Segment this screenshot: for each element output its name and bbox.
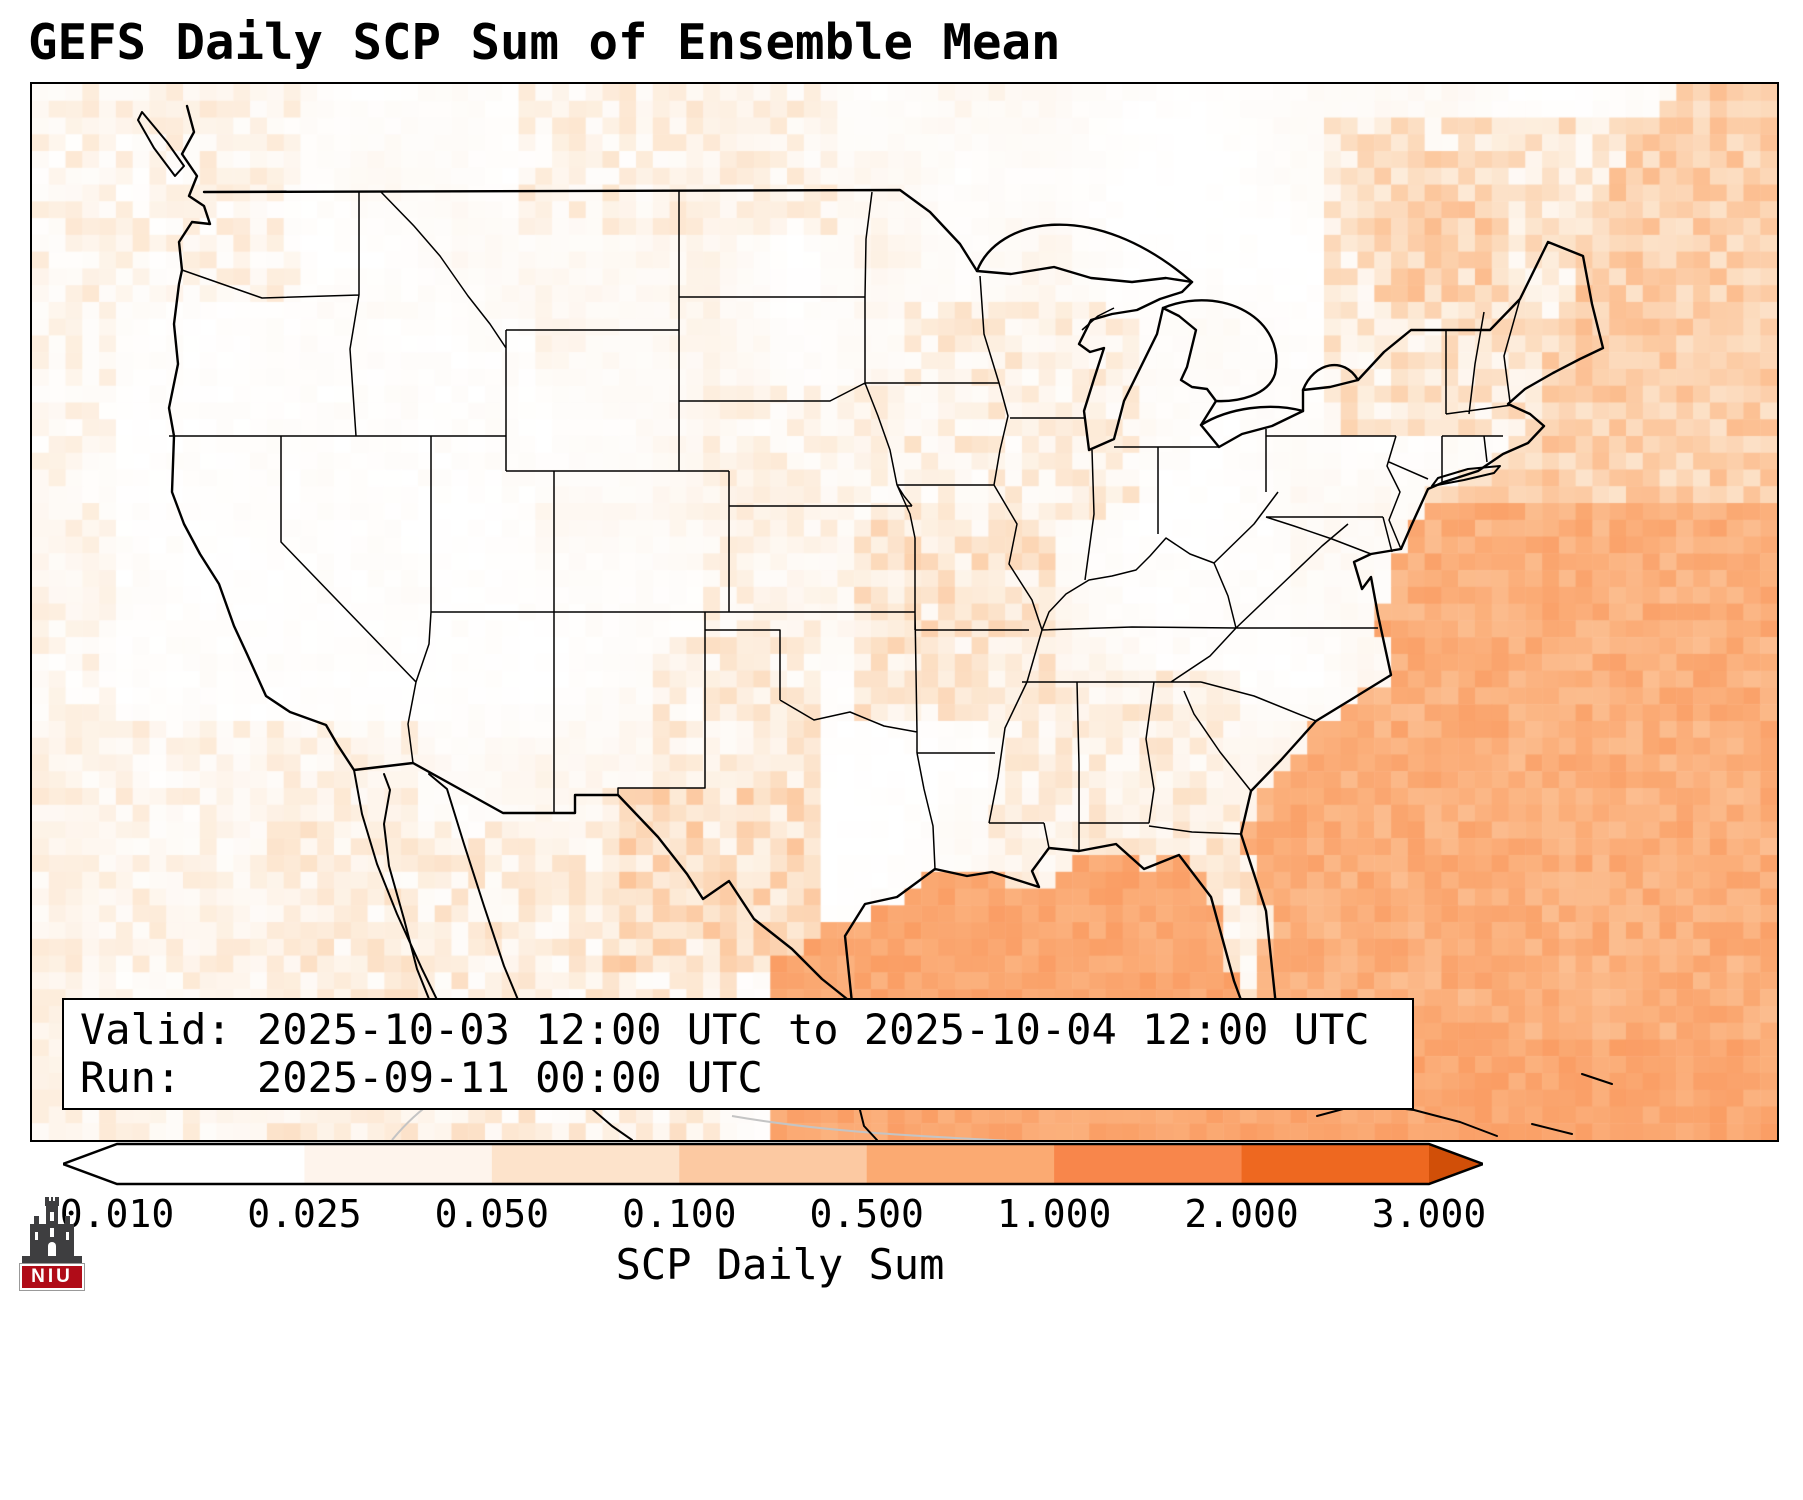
colorbar-segment [304, 1144, 493, 1184]
colorbar-segment [491, 1144, 680, 1184]
colorbar-over-arrow [1429, 1144, 1483, 1184]
castle-base [22, 1256, 82, 1264]
basemap-svg [137, 104, 1613, 1140]
castle-tower [30, 1197, 74, 1256]
colorbar-tick-label: 2.000 [1184, 1192, 1299, 1236]
colorbar-segment [1241, 1144, 1430, 1184]
colorbar-tick-label: 3.000 [1371, 1192, 1487, 1236]
colorbar-ticks: 0.010 0.025 0.050 0.100 0.500 1.000 2.000 3.000 [0, 1192, 1803, 1240]
valid-run-infobox: Valid: 2025-10-03 12:00 UTC to 2025-10-0… [62, 998, 1414, 1110]
castle-door [48, 1242, 56, 1256]
mexico-cuba-coastlines [137, 111, 1501, 1140]
colorbar-tick-label: 0.500 [809, 1192, 924, 1236]
run-time-text: Run: 2025-09-11 00:00 UTC [80, 1053, 763, 1102]
niu-castle-icon [22, 1197, 82, 1264]
state-border-lines [169, 190, 1521, 870]
map-axes: Valid: 2025-10-03 12:00 UTC to 2025-10-0… [30, 82, 1779, 1142]
colorbar-outline [63, 1142, 1483, 1186]
colorbar-label: SCP Daily Sum [615, 1240, 945, 1289]
castle-window [50, 1228, 54, 1237]
us-coast-outline [167, 104, 1605, 1029]
colorbar-tick-label: 1.000 [996, 1192, 1112, 1236]
castle-window [35, 1232, 38, 1240]
colorbar-segment [1054, 1144, 1243, 1184]
colorbar-segment [679, 1144, 868, 1184]
colorbar-tick-label: 0.100 [622, 1192, 737, 1236]
great-lakes-north-shores [975, 223, 1360, 427]
colorbar-tick-label: 0.050 [434, 1192, 550, 1236]
colorbar-segment [117, 1144, 306, 1184]
figure-title: GEFS Daily SCP Sum of Ensemble Mean [28, 14, 1061, 71]
valid-time-text: Valid: 2025-10-03 12:00 UTC to 2025-10-0… [80, 1005, 1370, 1054]
castle-window [50, 1212, 54, 1221]
colorbar-tick-label: 0.025 [247, 1192, 362, 1236]
colorbar [63, 1142, 1483, 1186]
niu-logo: NIU [19, 1192, 85, 1292]
niu-logo-text: NIU [19, 1263, 85, 1291]
state-borders [169, 190, 1521, 870]
colorbar-under-arrow [63, 1144, 117, 1184]
castle-window [66, 1232, 69, 1240]
colorbar-segment [866, 1144, 1055, 1184]
